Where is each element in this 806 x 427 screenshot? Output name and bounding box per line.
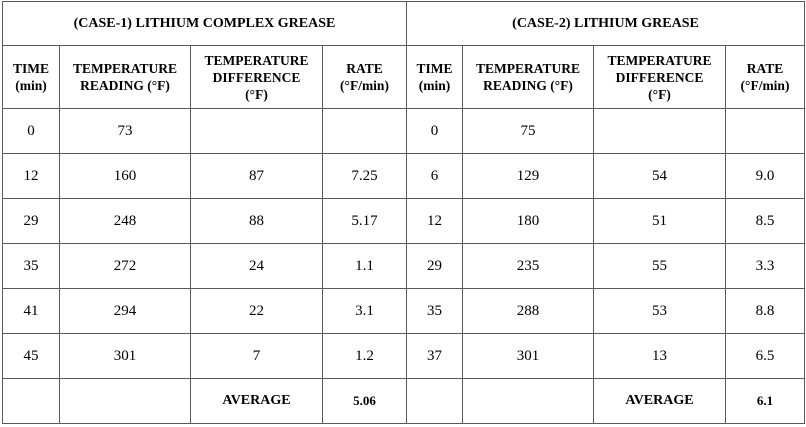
case1-rate-cell: 3.1: [322, 288, 407, 334]
case1-rate-cell: 1.1: [322, 243, 407, 289]
column-header-row: TIME (min) TEMPERATURE READING (°F) TEMP…: [2, 45, 806, 109]
case1-diff-cell: 87: [190, 153, 323, 199]
case1-time-cell: 35: [2, 243, 60, 289]
case2-temp-cell: 180: [462, 198, 594, 244]
case2-temp-cell: 129: [462, 153, 594, 199]
case2-average-value: 6.1: [724, 378, 806, 424]
case2-temp-cell: 75: [462, 108, 594, 154]
case2-time-cell: 6: [406, 153, 463, 199]
case1-rate-cell: 7.25: [322, 153, 407, 199]
case1-diff-cell: [190, 108, 323, 154]
case1-time-cell: 29: [2, 198, 60, 244]
case2-temp-cell: 288: [462, 288, 594, 334]
case2-average-label: AVERAGE: [593, 378, 726, 424]
empty-cell: [462, 378, 594, 424]
table-row: 45 301 7 1.2 37 301 13 6.5: [2, 333, 806, 379]
case2-diff-cell: 53: [593, 288, 726, 334]
case2-rate-cell: 8.8: [724, 288, 806, 334]
case2-rate-cell: [724, 108, 806, 154]
empty-cell: [59, 378, 191, 424]
case2-rate-header: RATE (°F/min): [724, 45, 806, 109]
case1-time-cell: 12: [2, 153, 60, 199]
case1-temp-cell: 294: [59, 288, 191, 334]
case2-time-cell: 0: [406, 108, 463, 154]
case2-diff-cell: 55: [593, 243, 726, 289]
case2-time-cell: 37: [406, 333, 463, 379]
empty-cell: [406, 378, 463, 424]
case1-time-header: TIME (min): [2, 45, 60, 109]
case1-temp-cell: 73: [59, 108, 191, 154]
case1-rate-cell: [322, 108, 407, 154]
case2-temperature-difference-header: TEMPERATURE DIFFERENCE (°F): [593, 45, 726, 109]
case-title-row: (CASE-1) LITHIUM COMPLEX GREASE (CASE-2)…: [2, 1, 806, 46]
average-row: AVERAGE 5.06 AVERAGE 6.1: [2, 378, 806, 424]
case1-rate-cell: 5.17: [322, 198, 407, 244]
case1-temp-cell: 248: [59, 198, 191, 244]
case2-time-cell: 35: [406, 288, 463, 334]
case1-diff-cell: 7: [190, 333, 323, 379]
case1-time-cell: 0: [2, 108, 60, 154]
case1-temp-cell: 301: [59, 333, 191, 379]
case1-temp-cell: 272: [59, 243, 191, 289]
case1-diff-cell: 24: [190, 243, 323, 289]
case2-rate-cell: 3.3: [724, 243, 806, 289]
case1-temperature-difference-header: TEMPERATURE DIFFERENCE (°F): [190, 45, 323, 109]
case1-rate-cell: 1.2: [322, 333, 407, 379]
case2-title: (CASE-2) LITHIUM GREASE: [405, 1, 806, 46]
case2-diff-cell: 13: [593, 333, 726, 379]
case1-temp-cell: 160: [59, 153, 191, 199]
case1-rate-header: RATE (°F/min): [322, 45, 407, 109]
table-row: 35 272 24 1.1 29 235 55 3.3: [2, 243, 806, 289]
case1-average-value: 5.06: [322, 378, 407, 424]
case2-temp-cell: 235: [462, 243, 594, 289]
case1-time-cell: 45: [2, 333, 60, 379]
case2-diff-cell: 51: [593, 198, 726, 244]
case1-diff-cell: 22: [190, 288, 323, 334]
case2-rate-cell: 6.5: [724, 333, 806, 379]
case1-average-label: AVERAGE: [190, 378, 323, 424]
case2-temperature-reading-header: TEMPERATURE READING (°F): [462, 45, 594, 109]
case1-time-cell: 41: [2, 288, 60, 334]
empty-cell: [2, 378, 60, 424]
case2-time-cell: 29: [406, 243, 463, 289]
case1-title: (CASE-1) LITHIUM COMPLEX GREASE: [2, 1, 407, 46]
case2-rate-cell: 9.0: [724, 153, 806, 199]
case2-diff-cell: 54: [593, 153, 726, 199]
case1-temperature-reading-header: TEMPERATURE READING (°F): [59, 45, 191, 109]
case2-temp-cell: 301: [462, 333, 594, 379]
case1-diff-cell: 88: [190, 198, 323, 244]
table-row: 12 160 87 7.25 6 129 54 9.0: [2, 153, 806, 199]
case2-diff-cell: [593, 108, 726, 154]
case2-time-cell: 12: [406, 198, 463, 244]
table-row: 41 294 22 3.1 35 288 53 8.8: [2, 288, 806, 334]
table-row: 0 73 0 75: [2, 108, 806, 154]
case2-time-header: TIME (min): [406, 45, 463, 109]
table-row: 29 248 88 5.17 12 180 51 8.5: [2, 198, 806, 244]
case2-rate-cell: 8.5: [724, 198, 806, 244]
